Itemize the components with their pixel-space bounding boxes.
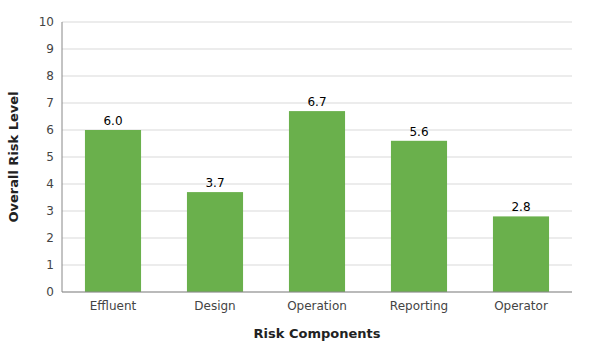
x-tick-label: Design: [194, 299, 235, 313]
bars: [85, 111, 549, 292]
x-axis-title: Risk Components: [254, 326, 381, 341]
data-label: 3.7: [205, 176, 224, 190]
y-tick-label: 3: [46, 204, 54, 218]
x-tick-label: Reporting: [390, 299, 448, 313]
bar: [289, 111, 345, 292]
y-tick-label: 10: [39, 15, 54, 29]
grid-line: [62, 76, 572, 77]
chart: 0 1 2 3 4 5 6 7 8 9 10 6.0 3.7 6.7 5.6 2.8 Effluent Desig…: [0, 0, 590, 350]
y-tick-label: 0: [46, 285, 54, 299]
y-tick-label: 5: [46, 150, 54, 164]
y-tick-label: 1: [46, 258, 54, 272]
x-tick-label: Operation: [287, 299, 347, 313]
data-label: 6.7: [307, 95, 326, 109]
y-axis-title: Overall Risk Level: [6, 91, 21, 222]
x-tick-label: Operator: [494, 299, 548, 313]
y-tick-label: 6: [46, 123, 54, 137]
x-axis-line: [62, 292, 572, 293]
y-axis-line: [62, 22, 63, 292]
grid: [62, 22, 572, 292]
y-tick-label: 8: [46, 69, 54, 83]
grid-line: [62, 292, 572, 293]
data-label: 5.6: [409, 125, 428, 139]
bar: [493, 216, 549, 292]
bar: [187, 192, 243, 292]
grid-line: [62, 49, 572, 50]
y-tick-label: 7: [46, 96, 54, 110]
y-tick-label: 2: [46, 231, 54, 245]
grid-line: [62, 22, 572, 23]
bar: [85, 130, 141, 292]
data-label: 6.0: [103, 114, 122, 128]
data-label: 2.8: [511, 200, 530, 214]
y-tick-label: 4: [46, 177, 54, 191]
y-tick-label: 9: [46, 42, 54, 56]
bar: [391, 141, 447, 292]
chart-container: 0 1 2 3 4 5 6 7 8 9 10 6.0 3.7 6.7 5.6 2.8 Effluent Desig…: [0, 0, 590, 350]
x-tick-label: Effluent: [90, 299, 137, 313]
